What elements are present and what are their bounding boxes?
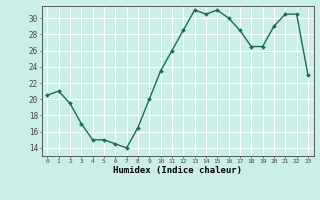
X-axis label: Humidex (Indice chaleur): Humidex (Indice chaleur)	[113, 166, 242, 175]
